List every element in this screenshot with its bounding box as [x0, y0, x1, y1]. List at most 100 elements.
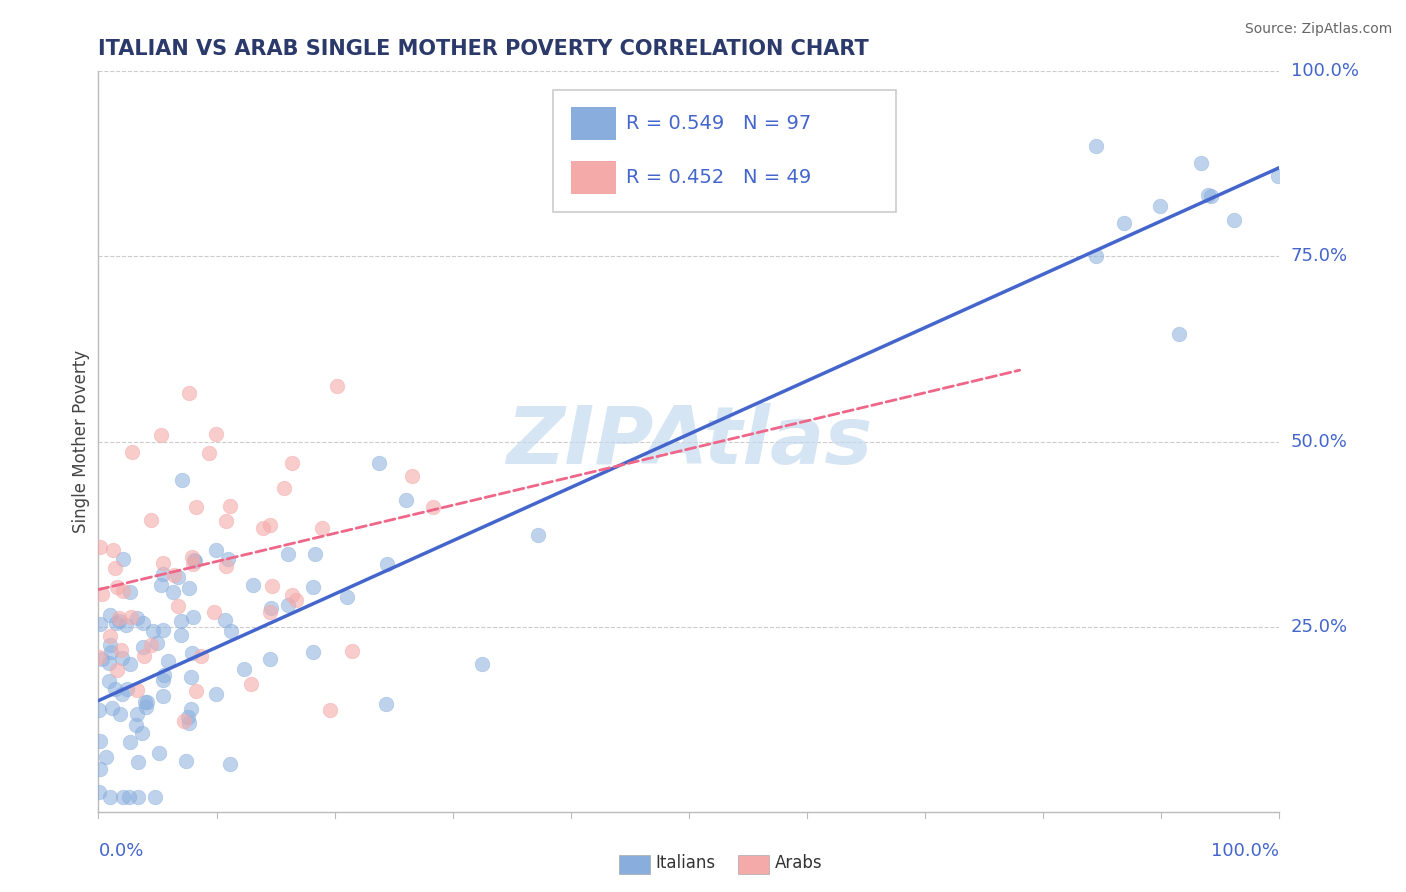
Point: [152, 673, 174, 688]
Text: R = 0.549   N = 97: R = 0.549 N = 97: [626, 113, 811, 133]
Point: [104, 561, 127, 575]
Point: [114, 617, 136, 632]
Point: [367, 456, 389, 470]
Point: [259, 605, 281, 619]
Point: [311, 521, 333, 535]
Point: [170, 614, 193, 628]
Point: [184, 554, 207, 568]
Text: 0.0%: 0.0%: [98, 842, 143, 860]
Point: [181, 558, 204, 572]
Point: [103, 542, 125, 557]
Point: [252, 521, 274, 535]
FancyBboxPatch shape: [571, 106, 616, 140]
Point: [98, 789, 121, 804]
Point: [401, 468, 423, 483]
Point: [118, 585, 141, 599]
Point: [120, 610, 142, 624]
Text: 25.0%: 25.0%: [1291, 617, 1348, 636]
Point: [1084, 249, 1107, 263]
Point: [179, 716, 201, 731]
Point: [89, 616, 111, 631]
Point: [167, 570, 190, 584]
Point: [319, 703, 342, 717]
Point: [219, 757, 242, 772]
Point: [422, 500, 444, 515]
Point: [1112, 216, 1135, 230]
Point: [527, 528, 550, 542]
Point: [1267, 169, 1289, 184]
Point: [180, 670, 202, 684]
Point: [156, 654, 179, 668]
Point: [91, 587, 114, 601]
Point: [179, 385, 201, 400]
Point: [260, 601, 283, 615]
Point: [277, 598, 299, 612]
Point: [127, 755, 149, 769]
Point: [259, 652, 281, 666]
Point: [98, 638, 121, 652]
Point: [132, 615, 155, 630]
Point: [104, 616, 127, 631]
Text: Arabs: Arabs: [775, 854, 823, 871]
Point: [89, 762, 111, 776]
Point: [395, 493, 418, 508]
FancyBboxPatch shape: [553, 90, 896, 212]
Point: [1223, 213, 1246, 227]
Point: [214, 613, 236, 627]
Point: [98, 608, 121, 623]
Point: [108, 707, 131, 722]
Point: [301, 645, 323, 659]
Point: [112, 584, 135, 599]
Point: [111, 687, 134, 701]
Point: [152, 668, 174, 682]
Point: [105, 663, 128, 677]
Point: [145, 636, 167, 650]
Point: [214, 559, 236, 574]
Point: [125, 611, 148, 625]
Point: [239, 676, 262, 690]
Point: [198, 446, 221, 460]
Point: [111, 789, 134, 804]
Point: [163, 568, 186, 582]
Point: [262, 579, 284, 593]
Point: [204, 542, 226, 557]
Point: [183, 553, 205, 567]
Point: [87, 703, 110, 717]
Point: [302, 580, 325, 594]
Point: [205, 687, 228, 701]
Point: [375, 558, 398, 572]
Point: [180, 646, 202, 660]
Point: [374, 697, 396, 711]
Point: [125, 717, 148, 731]
Point: [281, 588, 304, 602]
Point: [1085, 139, 1108, 153]
Point: [326, 379, 349, 393]
Point: [110, 643, 132, 657]
Point: [131, 726, 153, 740]
Point: [304, 547, 326, 561]
Point: [89, 734, 111, 748]
Point: [170, 474, 193, 488]
Point: [89, 540, 111, 554]
Point: [335, 590, 357, 604]
Point: [132, 648, 155, 663]
Point: [259, 518, 281, 533]
Point: [118, 735, 141, 749]
Text: 50.0%: 50.0%: [1291, 433, 1347, 450]
Point: [177, 709, 200, 723]
Text: 100.0%: 100.0%: [1212, 842, 1279, 860]
Point: [125, 707, 148, 722]
Point: [150, 578, 173, 592]
Point: [1201, 188, 1223, 202]
Point: [134, 695, 156, 709]
Point: [104, 681, 127, 696]
Point: [108, 611, 131, 625]
Point: [143, 789, 166, 804]
FancyBboxPatch shape: [571, 161, 616, 194]
Point: [219, 499, 242, 513]
Point: [148, 746, 170, 760]
Point: [107, 614, 129, 628]
Point: [94, 749, 117, 764]
Point: [111, 552, 134, 566]
Point: [181, 610, 204, 624]
